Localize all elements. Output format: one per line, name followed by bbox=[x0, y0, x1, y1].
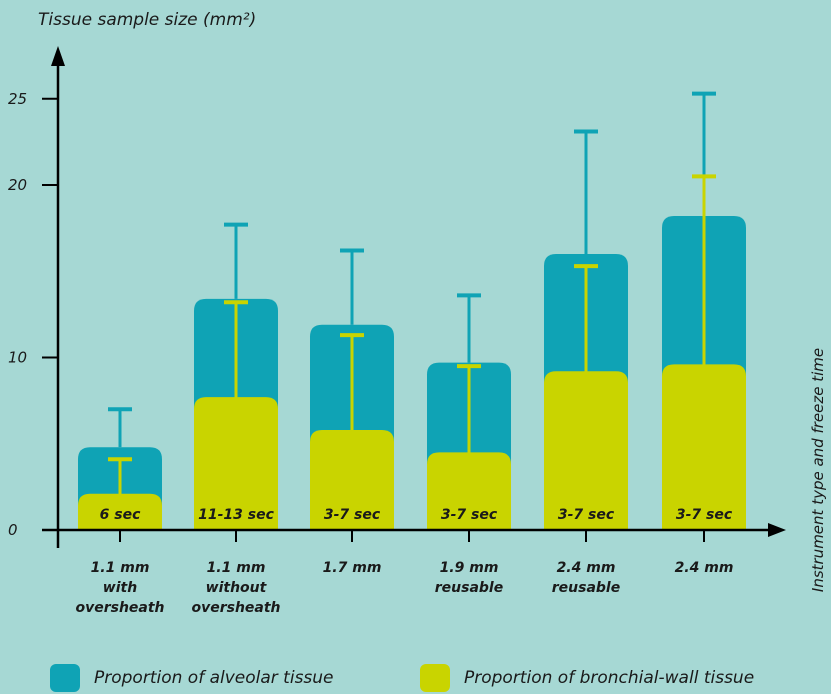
x-tick-label: 1.1 mm bbox=[91, 560, 150, 576]
x-tick-label: reusable bbox=[435, 580, 503, 596]
x-tick-label: 1.7 mm bbox=[323, 560, 382, 576]
y-tick-label: 20 bbox=[8, 176, 27, 194]
chart: Tissue sample size (mm²) Instrument type… bbox=[8, 10, 827, 616]
x-tick-label: 1.9 mm bbox=[440, 560, 499, 576]
y-tick-label: 0 bbox=[8, 521, 18, 539]
legend-item-bronchial: Proportion of bronchial-wall tissue bbox=[420, 664, 754, 692]
legend-label-alveolar: Proportion of alveolar tissue bbox=[94, 668, 334, 688]
freeze-time-label: 3-7 sec bbox=[676, 507, 733, 523]
freeze-time-label: 3-7 sec bbox=[324, 507, 381, 523]
x-tick-label: 2.4 mm bbox=[557, 560, 616, 576]
y-axis-arrow bbox=[51, 46, 65, 66]
legend-item-alveolar: Proportion of alveolar tissue bbox=[50, 664, 334, 692]
legend-label-bronchial: Proportion of bronchial-wall tissue bbox=[464, 668, 755, 688]
x-tick-label: with bbox=[103, 580, 137, 596]
x-tick-label: reusable bbox=[552, 580, 620, 596]
freeze-time-label: 3-7 sec bbox=[441, 507, 498, 523]
legend-swatch-bronchial bbox=[420, 664, 450, 692]
legend-swatch-alveolar bbox=[50, 664, 80, 692]
y-tick-label: 25 bbox=[8, 90, 27, 108]
x-tick-label: without bbox=[206, 580, 268, 596]
x-tick-label: 1.1 mm bbox=[207, 560, 266, 576]
x-tick-label: oversheath bbox=[191, 600, 280, 616]
x-tick-label: 2.4 mm bbox=[675, 560, 734, 576]
freeze-time-label: 3-7 sec bbox=[558, 507, 615, 523]
y-axis-title: Tissue sample size (mm²) bbox=[38, 10, 256, 30]
x-tick-label: oversheath bbox=[75, 600, 164, 616]
freeze-time-label: 6 sec bbox=[100, 507, 141, 523]
x-axis-title: Instrument type and freeze time bbox=[809, 348, 827, 592]
freeze-time-label: 11-13 sec bbox=[198, 507, 274, 523]
x-axis-arrow bbox=[768, 523, 786, 537]
y-tick-label: 10 bbox=[8, 349, 27, 367]
